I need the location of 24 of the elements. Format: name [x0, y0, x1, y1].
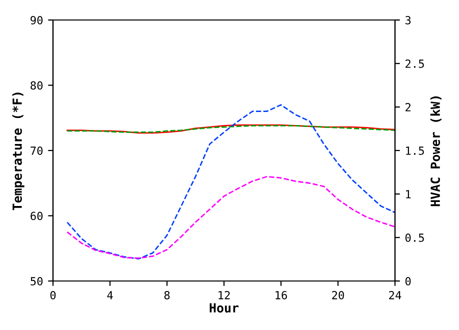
x-tick-label: 8: [164, 290, 170, 300]
x-tick-label: 0: [50, 290, 56, 300]
x-tick-label: 16: [276, 290, 287, 300]
y2-tick-label: 1.5: [406, 146, 424, 155]
y-tick-label: 70: [30, 146, 43, 155]
y-tick-label: 60: [30, 212, 43, 220]
y2-tick-label: 1: [406, 190, 411, 198]
y2-tick-label: 3: [405, 16, 411, 24]
y-tick-label: 50: [30, 277, 43, 286]
x-tick-label: 4: [107, 291, 113, 300]
x-tick-label: 12: [218, 290, 230, 300]
y2-tick-label: 0.5: [405, 234, 424, 242]
line-series: [66, 104, 395, 260]
y2-axis-title: HVAC Power (kW): [430, 96, 442, 206]
y2-tick-label: 2: [406, 103, 410, 112]
y-tick-label: 80: [30, 81, 43, 90]
y-axis-title: Temperature (*F): [12, 92, 24, 210]
y2-tick-label: 2.5: [406, 60, 424, 68]
x-axis-title: Hour: [210, 303, 239, 313]
x-tick-label: 24: [389, 290, 402, 300]
y2-tick-label: 0: [405, 277, 411, 286]
line-series: [66, 176, 395, 259]
x-tick-label: 20: [332, 290, 344, 300]
y-tick-label: 90: [30, 16, 43, 24]
